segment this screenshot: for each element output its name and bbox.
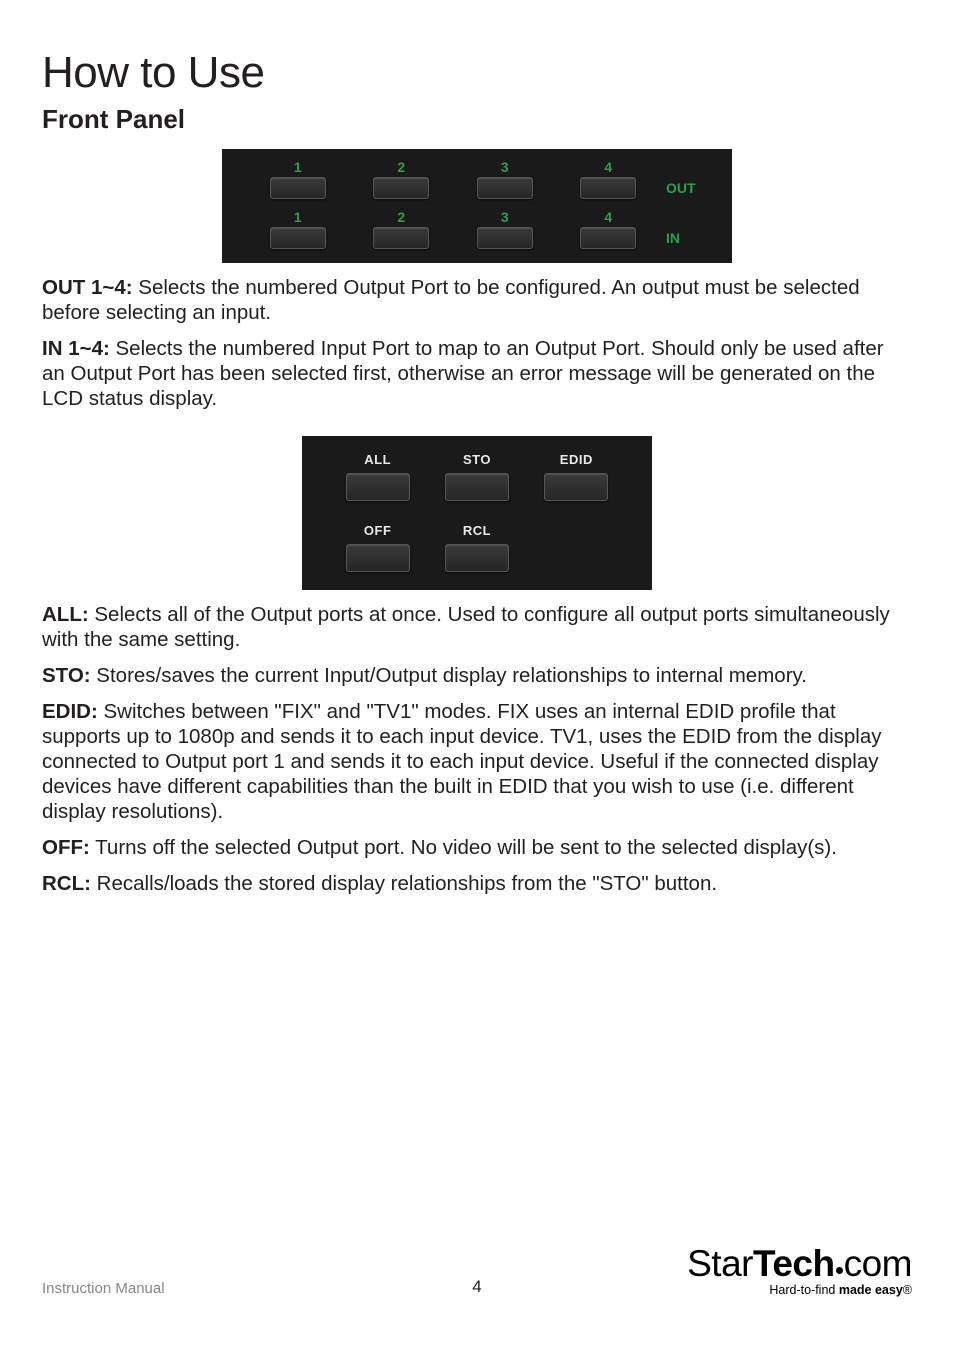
sto-button	[445, 473, 509, 501]
all-button	[346, 473, 410, 501]
off-text: Turns off the selected Output port. No v…	[90, 836, 837, 859]
out-num-3: 3	[453, 159, 557, 175]
in-lead: IN 1~4:	[42, 337, 110, 360]
startech-logo: StarTechcom Hard-to-find made easy®	[687, 1243, 912, 1297]
all-description: ALL: Selects all of the Output ports at …	[42, 602, 912, 652]
all-text: Selects all of the Output ports at once.…	[42, 603, 890, 651]
rcl-text: Recalls/loads the stored display relatio…	[91, 872, 717, 895]
out-num-1: 1	[246, 159, 350, 175]
logo-part-1: Star	[687, 1243, 753, 1284]
out-button-1	[270, 177, 326, 199]
rcl-lead: RCL:	[42, 872, 91, 895]
manual-label: Instruction Manual	[42, 1280, 165, 1297]
off-lead: OFF:	[42, 836, 90, 859]
sto-description: STO: Stores/saves the current Input/Outp…	[42, 663, 912, 688]
sto-lead: STO:	[42, 664, 91, 687]
section-subtitle: Front Panel	[42, 104, 912, 135]
in-num-3: 3	[453, 209, 557, 225]
out-button-2	[373, 177, 429, 199]
front-panel-photo-1: 1 2 3 4 OUT 1 2 3 4 IN	[42, 149, 912, 263]
out-description: OUT 1~4: Selects the numbered Output Por…	[42, 275, 912, 325]
out-text: Selects the numbered Output Port to be c…	[42, 276, 860, 324]
front-panel-photo-2: ALL STO EDID OFF RCL	[42, 436, 912, 590]
rcl-label: RCL	[427, 523, 526, 538]
rcl-description: RCL: Recalls/loads the stored display re…	[42, 871, 912, 896]
logo-part-3: com	[844, 1243, 912, 1284]
rcl-button	[445, 544, 509, 572]
page-footer: Instruction Manual 4 StarTechcom Hard-to…	[42, 1243, 912, 1297]
out-lead: OUT 1~4:	[42, 276, 133, 299]
logo-dot-icon	[836, 1267, 843, 1274]
in-num-4: 4	[557, 209, 661, 225]
tagline-1: Hard-to-find	[769, 1283, 838, 1297]
off-label: OFF	[328, 523, 427, 538]
off-description: OFF: Turns off the selected Output port.…	[42, 835, 912, 860]
sto-text: Stores/saves the current Input/Output di…	[91, 664, 807, 687]
in-description: IN 1~4: Selects the numbered Input Port …	[42, 336, 912, 411]
blank-label	[527, 523, 626, 538]
in-button-3	[477, 227, 533, 249]
off-button	[346, 544, 410, 572]
edid-text: Switches between "FIX" and "TV1" modes. …	[42, 700, 881, 823]
all-label: ALL	[328, 452, 427, 467]
in-row-label: IN	[660, 230, 718, 246]
in-num-2: 2	[350, 209, 454, 225]
in-button-2	[373, 227, 429, 249]
out-num-4: 4	[557, 159, 661, 175]
edid-description: EDID: Switches between "FIX" and "TV1" m…	[42, 699, 912, 824]
edid-label: EDID	[527, 452, 626, 467]
tagline-reg: ®	[903, 1283, 912, 1297]
sto-label: STO	[427, 452, 526, 467]
logo-tagline: Hard-to-find made easy®	[687, 1283, 912, 1297]
out-button-4	[580, 177, 636, 199]
out-num-2: 2	[350, 159, 454, 175]
in-text: Selects the numbered Input Port to map t…	[42, 337, 884, 410]
out-button-3	[477, 177, 533, 199]
in-num-1: 1	[246, 209, 350, 225]
edid-lead: EDID:	[42, 700, 98, 723]
all-lead: ALL:	[42, 603, 89, 626]
edid-button	[544, 473, 608, 501]
in-button-4	[580, 227, 636, 249]
in-button-1	[270, 227, 326, 249]
page-number: 4	[472, 1277, 481, 1297]
out-row-label: OUT	[660, 180, 718, 196]
tagline-2: made easy	[839, 1283, 903, 1297]
page-title: How to Use	[42, 48, 912, 98]
logo-part-2: Tech	[753, 1243, 835, 1284]
